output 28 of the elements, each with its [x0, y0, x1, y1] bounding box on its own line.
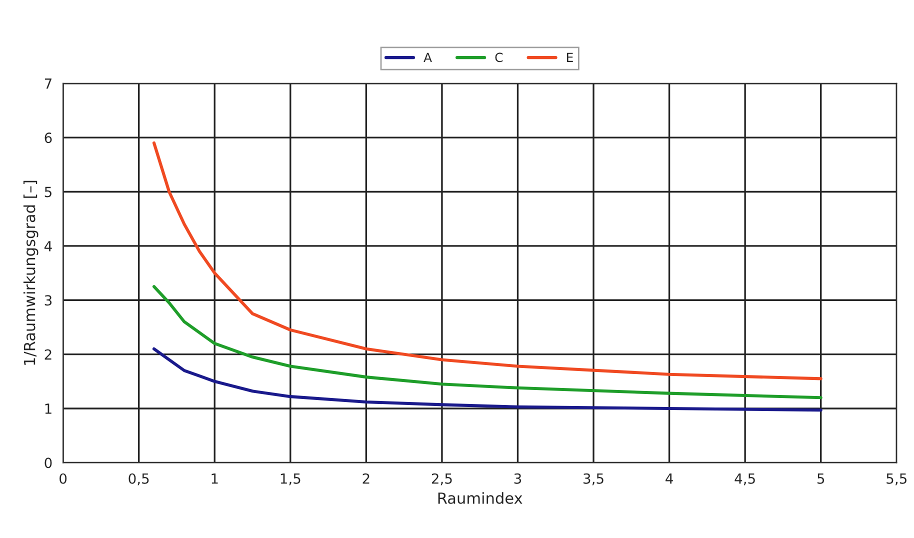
y-tick-label: 6 — [44, 132, 52, 144]
x-tick-label: 1 — [212, 474, 218, 484]
y-tick-label: 0 — [44, 458, 52, 468]
x-tick-label: 3 — [514, 473, 522, 484]
x-tick-label: 4 — [666, 474, 673, 484]
line-series — [152, 285, 822, 400]
line-series — [152, 141, 822, 380]
x-tick-label: 5,5 — [886, 474, 906, 486]
x-tick-label: 1,5 — [280, 474, 300, 486]
y-axis-title: 1/Raumwirkungsgrad [–] — [23, 180, 38, 365]
legend-label: A — [424, 52, 432, 62]
line-series — [152, 347, 822, 412]
y-tick-label: 2 — [44, 349, 52, 360]
x-tick-label: 2 — [362, 473, 370, 484]
x-tick-label: 4,5 — [734, 474, 755, 486]
x-tick-label: 2,5 — [432, 473, 452, 486]
x-tick-label: 3,5 — [584, 473, 604, 486]
x-axis-title: Raumindex — [438, 492, 522, 504]
y-tick-label: 1 — [45, 404, 52, 414]
x-tick-label: 0,5 — [128, 473, 149, 486]
y-tick-label: 5 — [44, 186, 52, 198]
x-tick-label: 5 — [818, 474, 824, 484]
y-tick-label: 7 — [44, 78, 52, 89]
y-tick-label: 3 — [44, 295, 52, 306]
y-tick-label: 4 — [44, 241, 52, 252]
legend-label: E — [567, 52, 573, 62]
x-tick-label: 0 — [60, 473, 67, 484]
legend-label: C — [495, 52, 503, 62]
